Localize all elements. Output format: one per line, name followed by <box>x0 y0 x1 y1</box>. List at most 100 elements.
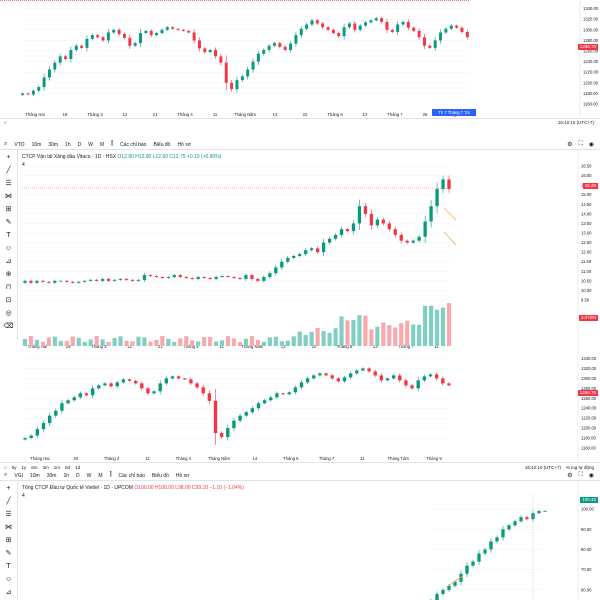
text-icon[interactable]: T <box>6 232 11 239</box>
search-icon[interactable]: ⌕ <box>4 141 8 147</box>
interval-10m[interactable]: 10m <box>31 141 42 148</box>
candle-body <box>133 43 137 46</box>
indicators-button[interactable]: Các chỉ báo <box>120 141 147 148</box>
interval-w[interactable]: W <box>88 141 93 148</box>
ruler-icon-2[interactable]: ⊿ <box>5 589 12 596</box>
chart-pane-top[interactable]: 1340.00 1320.00 1300.00 1280.00 1260.00 1240.… <box>0 0 600 118</box>
volume-bar <box>446 303 452 346</box>
range-3m[interactable]: 3m <box>42 464 49 470</box>
camera-icon-2[interactable]: ◉ <box>588 473 594 479</box>
eye-icon[interactable]: ◎ <box>5 310 12 317</box>
interval-m[interactable]: M <box>99 141 105 148</box>
trash-icon[interactable]: ⌫ <box>3 323 14 330</box>
bulb-icon[interactable]: ○ <box>4 120 7 125</box>
text-icon-2[interactable]: T <box>6 563 11 570</box>
legend-title-2[interactable]: Tổng CTCP Đầu tư Quốc tế Viettel · 1D · … <box>22 485 133 491</box>
measure-icon[interactable]: ⊞ <box>5 206 12 213</box>
indicators-button-2[interactable]: Các chỉ báo <box>118 472 145 479</box>
zoom-icon[interactable]: ⊕ <box>5 271 12 278</box>
measure-icon-2[interactable]: ⊞ <box>5 537 12 544</box>
replay-button[interactable]: Hồ sơ <box>177 141 191 148</box>
range-5d[interactable]: 5d <box>65 464 71 470</box>
candlestick-chart-vgi[interactable]: 100.00 90.00 80.00 70.00 60.00 <box>18 481 600 600</box>
candle-body <box>441 378 445 384</box>
scale-options[interactable]: % log tự động <box>565 464 594 470</box>
templates-button[interactable]: Biểu đồ <box>153 141 171 148</box>
candle-body <box>250 408 255 413</box>
interval-1h[interactable]: 1h <box>65 141 71 148</box>
candle-body <box>172 275 176 278</box>
interval-d-2[interactable]: D <box>76 472 80 479</box>
camera-icon[interactable]: ◉ <box>588 142 594 148</box>
range-1m[interactable]: 1m <box>53 464 61 470</box>
candle-body <box>501 529 505 538</box>
symbol-label[interactable]: VTO <box>14 141 25 148</box>
pattern-icon-2[interactable]: ⋈ <box>5 524 12 531</box>
brush-icon[interactable]: ✎ <box>5 219 12 226</box>
candle-body <box>112 279 117 281</box>
candle-body <box>275 393 279 398</box>
candle-body <box>121 379 126 383</box>
pattern-icon[interactable]: ⋈ <box>5 193 12 200</box>
legend-vgi: Tổng CTCP Đầu tư Quốc tế Viettel · 1D · … <box>22 485 244 491</box>
crosshair-icon-2[interactable]: + <box>6 485 11 492</box>
gear-icon-2[interactable]: ⚙ <box>567 473 573 479</box>
candle-body <box>417 30 421 38</box>
candle-body <box>348 373 353 378</box>
range-1y[interactable]: 1y <box>21 464 27 470</box>
range-6m[interactable]: 6m <box>31 464 38 470</box>
candlestick-chart-index[interactable]: 1340.00 1320.00 1300.00 1280.00 1260.00 1240.… <box>18 350 600 462</box>
fullscreen-icon[interactable]: ⛶ <box>578 141 583 147</box>
emoji-icon-2[interactable]: ☺ <box>4 576 13 583</box>
symbol-label-2[interactable]: VGI <box>14 472 23 479</box>
templates-button-2[interactable]: Biểu đồ <box>151 472 169 479</box>
emoji-icon[interactable]: ☺ <box>4 245 13 252</box>
candles-icon[interactable]: ⫿ <box>111 141 114 147</box>
candle-body <box>294 35 298 44</box>
magnet-icon[interactable]: ⊓ <box>5 284 12 291</box>
price-tag-vto: 15.30 <box>582 183 598 189</box>
candle-body <box>184 277 188 278</box>
chart-pane-index[interactable]: 1340.00 1320.00 1300.00 1280.00 1260.00 1240.… <box>18 350 600 462</box>
range-1d[interactable]: 1d <box>75 464 81 470</box>
interval-w-2[interactable]: W <box>86 472 92 479</box>
trendline-icon-2[interactable]: ╱ <box>6 498 11 505</box>
toolbar-pane4: ⌕ VGI 10m 30m 1h D W M ⫿ Các chỉ báo Biể… <box>0 471 600 481</box>
fib-icon-2[interactable]: ☰ <box>5 511 12 518</box>
interval-30m-2[interactable]: 30m <box>46 472 57 479</box>
interval-m-2[interactable]: M <box>98 472 103 479</box>
trendline-icon[interactable]: ╱ <box>6 167 11 174</box>
ruler-icon[interactable]: ⊿ <box>5 258 12 265</box>
candle-body <box>85 38 89 48</box>
search-icon-2[interactable]: ⌕ <box>4 472 8 478</box>
bulb-icon-2[interactable]: ○ <box>4 464 7 470</box>
range-5y[interactable]: 5y <box>11 464 17 470</box>
x-tick-label: 25 <box>423 112 428 117</box>
candle-body <box>310 20 314 25</box>
replay-button-2[interactable]: Hồ sơ <box>175 472 190 479</box>
lock-icon[interactable]: ⊡ <box>5 297 12 304</box>
volume-bar <box>231 338 237 346</box>
fib-icon[interactable]: ☰ <box>5 180 12 187</box>
interval-d[interactable]: D <box>77 141 82 148</box>
volume-bar <box>303 334 308 346</box>
candle-body <box>312 375 316 379</box>
candle-body <box>139 33 143 44</box>
candle-body <box>160 277 164 278</box>
interval-30m[interactable]: 30m <box>48 141 59 148</box>
candlestick-chart-top[interactable]: 1340.00 1320.00 1300.00 1280.00 1260.00 1240.… <box>0 0 600 118</box>
interval-1h-2[interactable]: 1h <box>63 472 70 479</box>
candle-body <box>369 213 374 226</box>
candlestick-chart-vto[interactable]: 16.5016.0015.5015.0014.5014.0013.5013.00… <box>18 150 600 350</box>
interval-10m-2[interactable]: 10m <box>30 472 40 479</box>
brush-icon-2[interactable]: ✎ <box>5 550 12 557</box>
candle-body <box>203 48 207 53</box>
crosshair-icon[interactable]: + <box>6 154 11 161</box>
gear-icon[interactable]: ⚙ <box>567 142 573 148</box>
chart-pane-vto[interactable]: 16.5016.0015.5015.0014.5014.0013.5013.00… <box>18 150 600 350</box>
candle-body <box>178 275 182 278</box>
chart-pane-vgi[interactable]: 100.00 90.00 80.00 70.00 60.00 Tổng CTCP Đầu… <box>18 481 600 600</box>
candles-icon-2[interactable]: ⫿ <box>109 472 112 478</box>
fullscreen-icon-2[interactable]: ⛶ <box>578 472 583 478</box>
legend-title[interactable]: CTCP Vận tải Xăng dầu Vitaco · 1D · HSX <box>22 154 117 160</box>
